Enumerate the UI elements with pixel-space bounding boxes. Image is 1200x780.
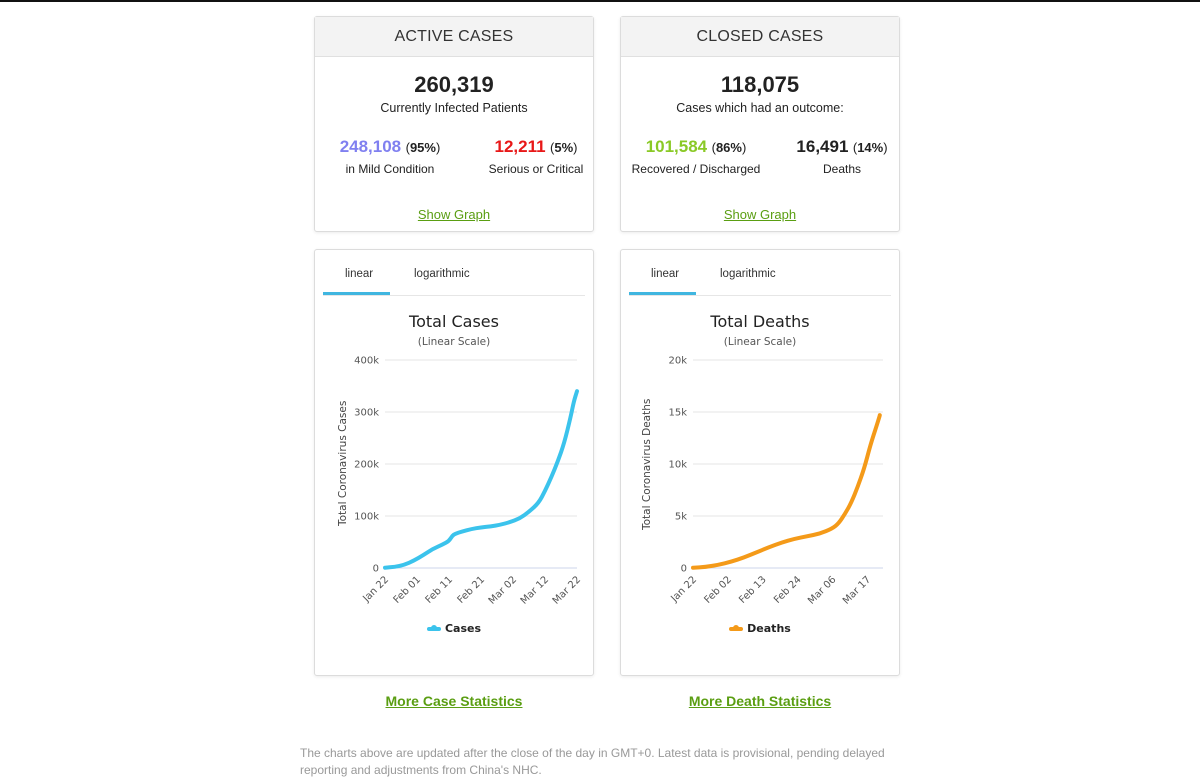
y-tick-label: 300k	[354, 408, 379, 419]
closed-show-graph-link[interactable]: Show Graph	[723, 207, 797, 222]
closed-cases-card: CLOSED CASES 118,075 Cases which had an …	[620, 16, 900, 232]
closed-cases-total: 118,075	[720, 72, 800, 97]
legend-swatch	[729, 625, 744, 631]
x-tick-label: Mar 17	[841, 574, 873, 606]
deaths-count: 16,491	[796, 137, 849, 156]
chart-legend[interactable]: Deaths	[621, 622, 899, 635]
serious-count: 12,211	[494, 137, 546, 156]
closed-cases-title: CLOSED CASES	[621, 17, 899, 57]
serious-percent: 5%	[554, 140, 574, 155]
y-tick-label: 0	[681, 564, 687, 575]
legend-label: Deaths	[747, 622, 791, 635]
legend-label: Cases	[444, 622, 482, 635]
y-tick-label: 100k	[354, 512, 379, 523]
mild-percent: 95%	[409, 140, 436, 155]
mild-count: 248,108	[339, 137, 402, 156]
active-cases-subtitle: Currently Infected Patients	[380, 101, 528, 115]
serious-label: Serious or Critical	[488, 162, 584, 176]
deaths-percent: 14%	[857, 140, 884, 155]
mild-label: in Mild Condition	[345, 162, 435, 176]
x-tick-label: Feb 24	[772, 574, 804, 606]
mild-stat: 248,108 (95%) in Mild Condition	[315, 137, 465, 176]
legend-swatch	[426, 625, 441, 631]
active-cases-title: ACTIVE CASES	[315, 17, 593, 57]
top-border	[0, 0, 1200, 2]
series-line-deaths	[691, 413, 882, 570]
x-tick-label: Mar 06	[806, 574, 838, 606]
recovered-count: 101,584	[645, 137, 708, 156]
x-tick-label: Mar 02	[487, 574, 519, 606]
chart-subtitle: (Linear Scale)	[417, 336, 491, 348]
y-tick-label: 15k	[668, 408, 687, 419]
deaths-stat: 16,491 (14%) Deaths	[767, 137, 917, 176]
chart-legend[interactable]: Cases	[315, 622, 593, 635]
serious-pct-wrap: (5%)	[550, 140, 578, 155]
cases-scale-tabs: linear logarithmic	[323, 250, 585, 296]
total-deaths-chart-card: linear logarithmic Total Deaths (Linear …	[620, 249, 900, 676]
x-tick-label: Feb 11	[424, 574, 456, 606]
deaths-label: Deaths	[822, 162, 862, 176]
chart-subtitle: (Linear Scale)	[723, 336, 797, 348]
y-tick-label: 20k	[668, 356, 687, 367]
x-tick-label: Feb 02	[702, 574, 734, 606]
chart-title: Total Cases	[409, 312, 499, 331]
active-cases-card: ACTIVE CASES 260,319 Currently Infected …	[314, 16, 594, 232]
y-tick-label: 200k	[354, 460, 379, 471]
cases-plot: 0 100k 200k 300k 400k Jan 22 Feb 01 Feb 11 Feb 2…	[354, 356, 583, 607]
x-tick-label: Jan 22	[360, 574, 391, 605]
active-show-graph-link[interactable]: Show Graph	[417, 207, 491, 222]
active-cases-total: 260,319	[414, 72, 494, 97]
tab-linear[interactable]: linear	[345, 268, 374, 280]
deaths-scale-tabs: linear logarithmic	[629, 250, 891, 296]
more-case-statistics-link[interactable]: More Case Statistics	[385, 693, 523, 709]
recovered-stat: 101,584 (86%) Recovered / Discharged	[621, 137, 771, 176]
x-tick-label: Feb 21	[456, 574, 488, 606]
tab-logarithmic[interactable]: logarithmic	[720, 268, 776, 280]
chart-title: Total Deaths	[710, 312, 810, 331]
y-tick-label: 400k	[354, 356, 379, 367]
y-tick-label: 5k	[675, 512, 687, 523]
footnote: The charts above are updated after the c…	[300, 746, 885, 777]
mild-pct-wrap: (95%)	[405, 140, 441, 155]
active-tab-indicator	[629, 292, 696, 295]
y-tick-label: 0	[373, 564, 379, 575]
active-tab-indicator	[323, 292, 390, 295]
tab-linear[interactable]: linear	[651, 268, 680, 280]
deaths-pct-wrap: (14%)	[852, 140, 888, 155]
recovered-percent: 86%	[715, 140, 742, 155]
series-line-cases	[383, 389, 579, 570]
recovered-label: Recovered / Discharged	[631, 162, 761, 176]
x-tick-label: Mar 12	[519, 574, 551, 606]
x-tick-label: Feb 13	[737, 574, 769, 606]
total-cases-chart-card: linear logarithmic Total Cases (Linear S…	[314, 249, 594, 676]
x-tick-label: Mar 22	[551, 574, 583, 606]
recovered-pct-wrap: (86%)	[711, 140, 747, 155]
more-death-statistics-link[interactable]: More Death Statistics	[688, 693, 832, 709]
x-tick-label: Feb 01	[392, 574, 424, 606]
serious-stat: 12,211 (5%) Serious or Critical	[461, 137, 611, 176]
tab-logarithmic[interactable]: logarithmic	[414, 268, 470, 280]
x-tick-label: Jan 22	[668, 574, 699, 605]
y-tick-label: 10k	[668, 460, 687, 471]
closed-cases-subtitle: Cases which had an outcome:	[676, 101, 844, 115]
